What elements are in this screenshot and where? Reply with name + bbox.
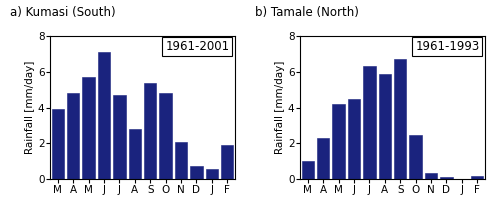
Text: 1961-2001: 1961-2001 xyxy=(166,40,230,53)
Text: a) Kumasi (South): a) Kumasi (South) xyxy=(10,6,116,19)
Y-axis label: Rainfall [mm/day]: Rainfall [mm/day] xyxy=(275,61,285,154)
Text: 1961-1993: 1961-1993 xyxy=(415,40,480,53)
Text: b) Tamale (North): b) Tamale (North) xyxy=(255,6,359,19)
Bar xyxy=(348,99,360,179)
Bar xyxy=(98,52,110,179)
Bar xyxy=(471,176,484,179)
Bar xyxy=(52,109,64,179)
Bar xyxy=(160,93,172,179)
Bar xyxy=(206,169,218,179)
Bar xyxy=(67,93,80,179)
Bar xyxy=(113,95,126,179)
Bar xyxy=(410,135,422,179)
Bar xyxy=(332,104,344,179)
Bar xyxy=(128,129,141,179)
Bar xyxy=(302,161,314,179)
Bar xyxy=(440,177,452,179)
Bar xyxy=(363,66,376,179)
Bar xyxy=(394,59,406,179)
Bar xyxy=(425,173,437,179)
Bar xyxy=(221,145,234,179)
Bar xyxy=(317,138,330,179)
Bar xyxy=(175,142,187,179)
Y-axis label: Rainfall [mm/day]: Rainfall [mm/day] xyxy=(25,61,35,154)
Bar xyxy=(378,74,391,179)
Bar xyxy=(190,166,202,179)
Bar xyxy=(82,77,94,179)
Bar xyxy=(144,83,156,179)
